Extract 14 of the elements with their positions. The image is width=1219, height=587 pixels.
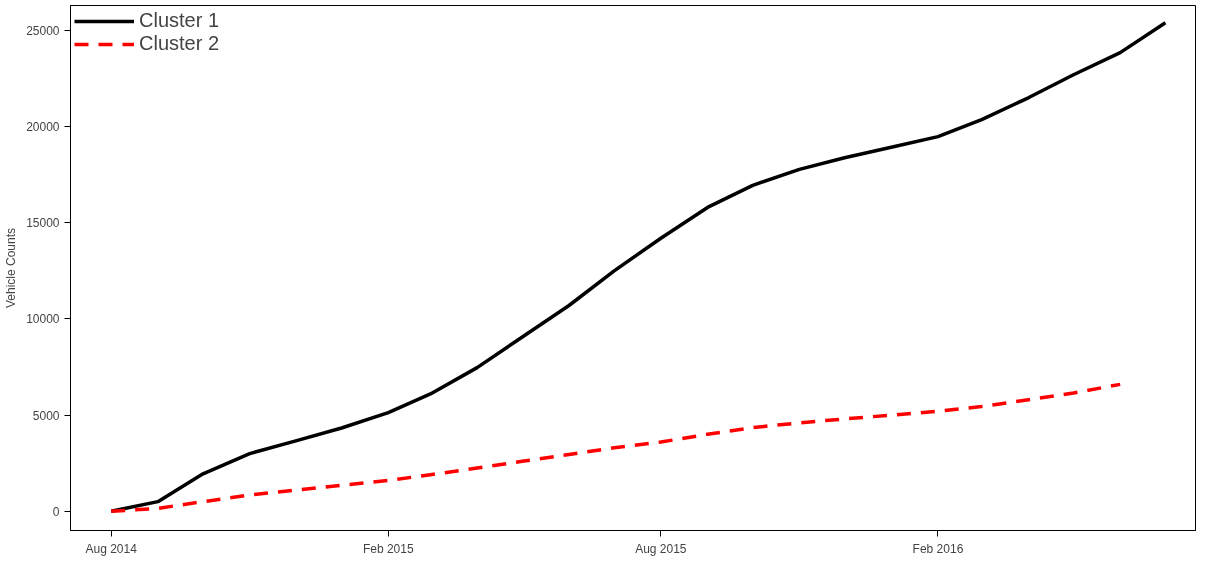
y-axis-title: Vehicle Counts [4,227,19,309]
y-tick-label: 10000 [26,312,60,327]
x-tick-label: Aug 2015 [635,541,687,556]
line-series [109,382,1122,514]
x-tick-label: Feb 2015 [362,541,414,556]
y-tick-label: 5000 [32,408,60,423]
x-tick-label: Feb 2016 [912,541,964,556]
legend-label: Cluster 1 [139,9,220,32]
legend-label: Cluster 2 [139,32,220,55]
y-tick-label: 0 [52,504,60,519]
y-tick-label: 25000 [26,24,60,38]
x-tick-label: Aug 2014 [85,541,138,556]
y-tick-label: 20000 [26,120,60,135]
y-tick-label: 15000 [26,216,60,231]
